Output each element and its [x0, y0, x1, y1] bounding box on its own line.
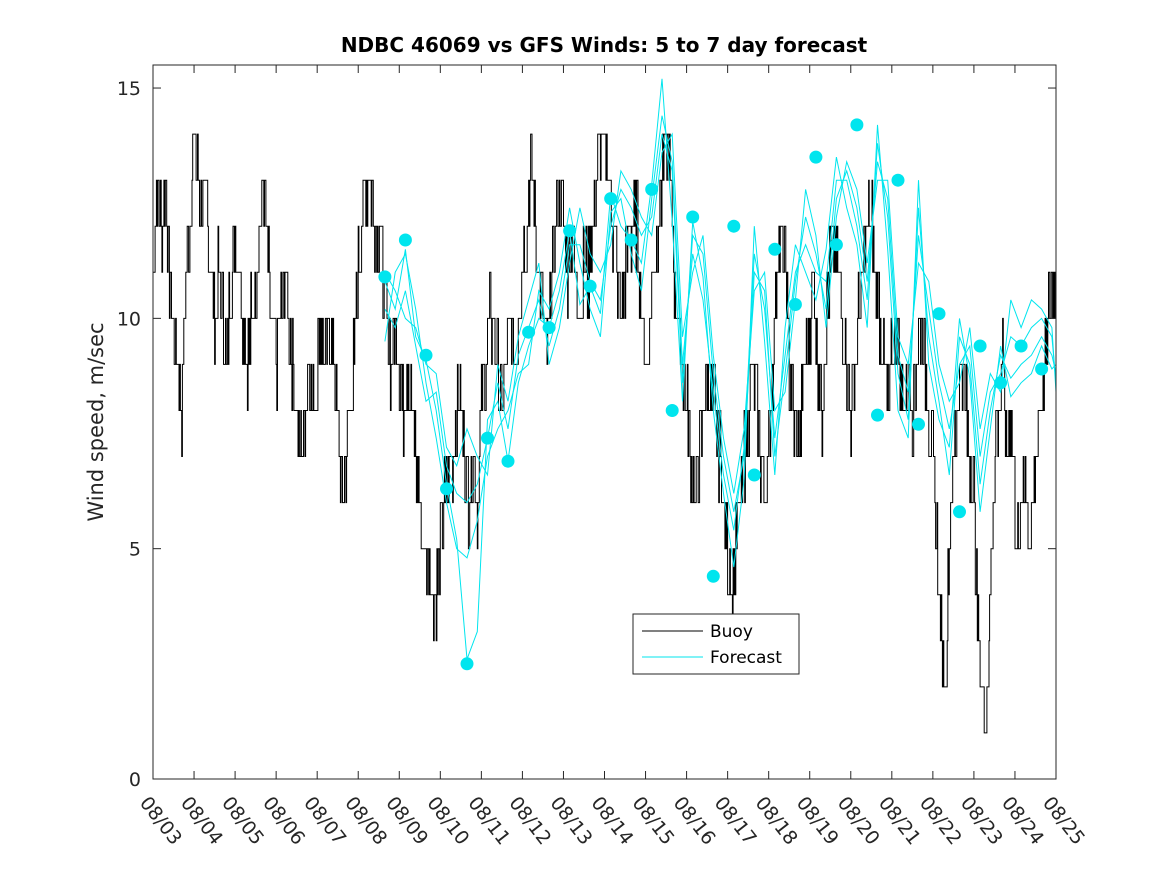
legend-buoy-label: Buoy — [710, 622, 753, 642]
forecast-marker-22 — [809, 150, 823, 164]
y-tick-label: 5 — [129, 539, 141, 561]
forecast-marker-1 — [378, 270, 392, 284]
forecast-marker-6 — [481, 431, 494, 445]
forecast-marker-9 — [542, 321, 556, 335]
forecast-marker-16 — [686, 210, 700, 224]
forecast-line-3 — [384, 133, 1057, 512]
forecast-marker-19 — [747, 468, 761, 482]
forecast-marker-7 — [501, 454, 515, 468]
forecast-marker-21 — [788, 298, 802, 311]
forecast-marker-2 — [398, 233, 412, 247]
forecast-marker-11 — [583, 279, 597, 293]
forecast-marker-14 — [645, 182, 659, 196]
legend: Buoy Forecast — [632, 613, 800, 675]
forecast-marker-5 — [460, 657, 474, 671]
forecast-marker-20 — [768, 242, 782, 256]
forecast-line-4 — [384, 132, 1057, 494]
forecast-marker-4 — [440, 482, 453, 496]
forecast-marker-26 — [891, 173, 905, 187]
forecast-marker-31 — [994, 376, 1008, 390]
forecast-marker-29 — [953, 505, 966, 519]
y-tick-label: 10 — [117, 308, 141, 330]
forecast-marker-8 — [522, 325, 536, 339]
forecast-line-2 — [384, 115, 1057, 559]
forecast-marker-33 — [1035, 362, 1049, 376]
forecast-marker-10 — [563, 224, 577, 238]
forecast-marker-28 — [932, 307, 946, 321]
legend-forecast-label: Forecast — [710, 648, 782, 668]
forecast-marker-17 — [706, 569, 720, 583]
y-tick-label: 15 — [117, 78, 141, 100]
forecast-marker-24 — [850, 118, 864, 132]
chart-title: NDBC 46069 vs GFS Winds: 5 to 7 day fore… — [341, 33, 868, 57]
forecast-marker-30 — [973, 339, 987, 353]
forecast-line-1 — [384, 78, 1057, 660]
legend-box — [632, 613, 800, 675]
forecast-markers — [378, 118, 1049, 671]
forecast-marker-15 — [665, 404, 679, 417]
forecast-marker-23 — [829, 238, 843, 252]
y-tick-label: 0 — [129, 769, 141, 791]
forecast-marker-12 — [604, 192, 618, 206]
y-axis-label: Wind speed, m/sec — [84, 322, 108, 521]
forecast-series-group — [384, 78, 1057, 660]
forecast-marker-27 — [912, 417, 925, 431]
forecast-marker-13 — [624, 233, 638, 247]
forecast-marker-25 — [871, 408, 884, 422]
forecast-marker-32 — [1014, 339, 1028, 353]
forecast-marker-3 — [419, 348, 433, 362]
forecast-marker-18 — [727, 219, 741, 233]
y-axis-ticks: 0 5 10 15 — [117, 78, 1056, 791]
